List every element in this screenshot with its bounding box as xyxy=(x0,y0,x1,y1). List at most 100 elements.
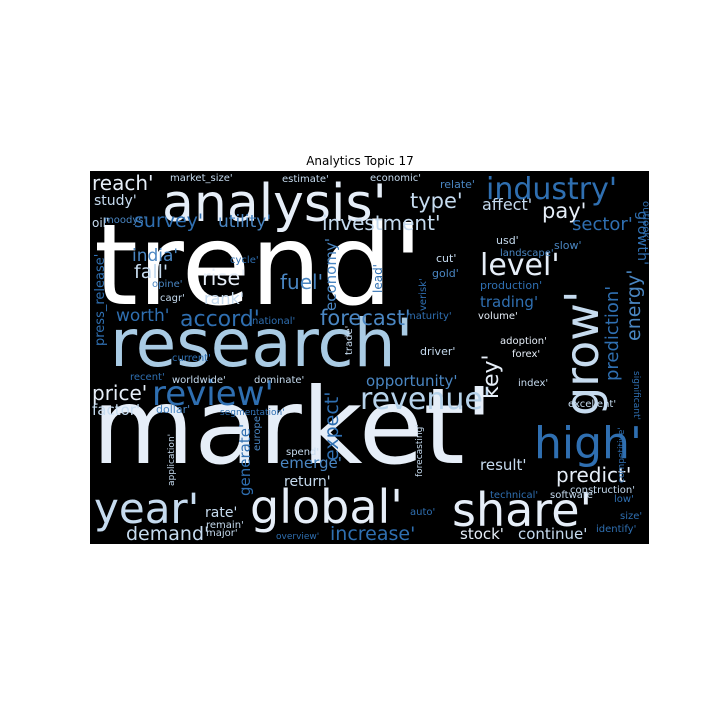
word-national: national' xyxy=(252,316,295,327)
word-trading: trading' xyxy=(480,293,538,311)
word-survey: survey' xyxy=(134,210,203,232)
word-outlook: outlook' xyxy=(640,201,649,241)
word-key: key' xyxy=(479,354,504,399)
word-trend: trend' xyxy=(94,201,423,331)
word-rate: rate' xyxy=(205,505,237,521)
word-return: return' xyxy=(284,474,331,490)
word-opportunity: opportunity' xyxy=(366,372,458,390)
word-size: size' xyxy=(620,511,642,522)
word-competitive: competitive' xyxy=(617,427,627,483)
word-segmentation: segmentation' xyxy=(220,408,285,418)
word-generate: generate' xyxy=(236,424,254,496)
word-high: high' xyxy=(534,418,642,469)
word-year: year' xyxy=(94,484,199,533)
word-dollar: dollar' xyxy=(156,403,190,416)
word-level: level' xyxy=(480,248,560,283)
word-spend: spend' xyxy=(286,447,319,458)
word-recent: recent' xyxy=(130,372,165,383)
word-landscape: landscape' xyxy=(500,248,554,259)
word-analysis: analysis' xyxy=(162,174,387,234)
word-accord: accord' xyxy=(180,307,260,332)
word-rank: rank' xyxy=(204,289,244,308)
word-driver: driver' xyxy=(420,345,455,358)
word-dominate: dominate' xyxy=(254,375,304,386)
word-excellent: excellent' xyxy=(568,399,616,410)
word-revenue: revenue' xyxy=(360,382,491,417)
word-economy: economy' xyxy=(322,238,340,311)
word-factor: factor' xyxy=(92,401,140,419)
word-index: index' xyxy=(518,378,548,389)
word-remain: remain' xyxy=(206,520,244,531)
word-research: research' xyxy=(110,305,414,382)
word-global: global' xyxy=(250,480,403,534)
word-verisk: verisk' xyxy=(418,278,429,311)
word-software: software' xyxy=(550,490,596,501)
word-grow: grow' xyxy=(555,290,609,416)
word-share: share' xyxy=(452,483,592,537)
word-opine: opine' xyxy=(152,279,182,290)
word-lead: lead' xyxy=(371,264,385,293)
word-worth: worth' xyxy=(116,306,169,326)
word-maturity: maturity' xyxy=(406,311,452,322)
word-overview: overview' xyxy=(276,532,319,542)
word-slow: slow' xyxy=(554,239,582,252)
word-forecasting: forecasting' xyxy=(415,424,425,477)
word-europe: europe' xyxy=(252,413,263,451)
word-application: application' xyxy=(167,434,177,486)
word-cloud-panel: market' trend' research' analysis' global' sh… xyxy=(90,171,649,544)
word-current: current' xyxy=(172,353,211,364)
word-relate: relate' xyxy=(440,178,475,191)
word-press-release: press_release' xyxy=(93,254,108,346)
word-rise: rise' xyxy=(202,266,246,290)
word-market-size: market_size' xyxy=(170,173,233,184)
word-construction: construction' xyxy=(570,485,635,496)
word-utility: utility' xyxy=(218,212,271,232)
word-study: study' xyxy=(94,193,137,209)
word-cagr: cagr' xyxy=(160,293,185,304)
word-moodys: moodys' xyxy=(104,215,146,226)
word-expect: expect' xyxy=(321,392,343,461)
word-estimate: estimate' xyxy=(282,174,329,185)
word-price: price' xyxy=(92,381,147,405)
word-affect: affect' xyxy=(482,195,532,214)
word-low: low' xyxy=(614,494,634,505)
word-demand: demand' xyxy=(126,523,209,544)
word-cloud-canvas: market' trend'research' analysis' global' sh… xyxy=(92,171,649,544)
word-continue: continue' xyxy=(518,525,587,543)
word-volume: volume' xyxy=(478,311,518,322)
word-predict: predict' xyxy=(556,463,631,487)
word-significant: significant' xyxy=(631,371,641,420)
word-economic: economic' xyxy=(370,173,421,184)
word-pay: pay' xyxy=(542,199,586,223)
figure-title: Analytics Topic 17 xyxy=(306,154,414,168)
word-stock: stock' xyxy=(460,525,504,543)
word-prediction: prediction' xyxy=(602,286,623,381)
word-fall: fall' xyxy=(134,261,168,283)
word-adoption: adoption' xyxy=(500,336,547,347)
word-market: market' xyxy=(92,366,494,488)
word-emerge: emerge' xyxy=(280,454,342,472)
word-review: review' xyxy=(152,374,274,414)
word-worldwide: worldwide' xyxy=(172,375,226,386)
word-identify: identify' xyxy=(596,524,636,535)
word-growth: growth' xyxy=(634,211,649,265)
word-reach: reach' xyxy=(92,171,154,195)
word-investment: investment' xyxy=(322,211,440,235)
word-sector: sector' xyxy=(572,214,633,235)
word-cut: cut' xyxy=(436,252,456,265)
word-fuel: fuel' xyxy=(280,270,323,294)
word-energy: energy' xyxy=(623,270,645,341)
word-trade: trade' xyxy=(344,326,355,355)
word-gold: gold' xyxy=(432,267,459,280)
word-auto: auto' xyxy=(410,507,435,518)
word-industry: industry' xyxy=(486,172,617,207)
word-cycle: cycle' xyxy=(230,255,259,266)
word-india: india' xyxy=(132,246,178,266)
word-type: type' xyxy=(410,189,463,213)
word-forex: forex' xyxy=(512,349,540,360)
word-oil: oil' xyxy=(92,216,109,230)
word-technical: technical' xyxy=(490,490,538,501)
word-major: major' xyxy=(206,528,238,539)
word-forecast: forecast' xyxy=(320,306,411,330)
word-increase: increase' xyxy=(330,523,415,544)
